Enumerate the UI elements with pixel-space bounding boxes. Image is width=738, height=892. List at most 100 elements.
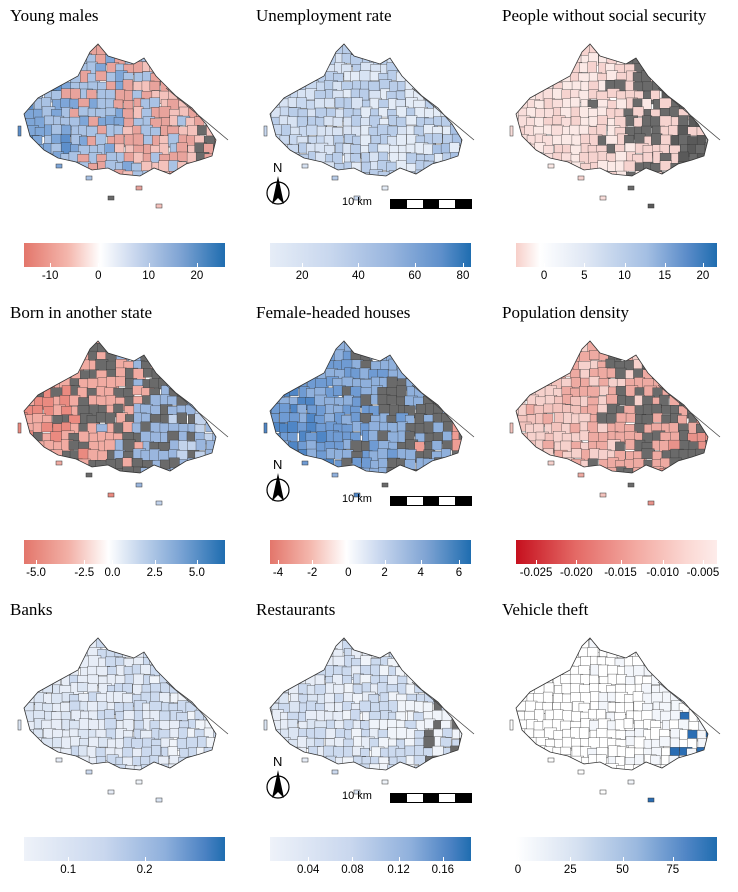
outlying-district — [509, 125, 514, 137]
map-districts — [24, 638, 216, 770]
outlying-district — [17, 422, 22, 434]
legend-tick-mark — [358, 263, 360, 267]
city-boundary — [269, 637, 463, 771]
outlying-district — [107, 195, 115, 201]
legend-tick-mark — [442, 857, 444, 861]
outlying-district — [17, 125, 22, 137]
outlying-district — [509, 422, 514, 434]
outlying-district — [647, 500, 655, 506]
map-districts — [516, 638, 708, 770]
outlying-district — [85, 472, 93, 478]
color-legend: -0.025 -0.020 -0.015 -0.010 -0.005 — [516, 540, 719, 579]
highway-line — [411, 681, 475, 735]
legend-tick-label: -0.025 — [519, 567, 553, 579]
legend-tick-label: 10 — [618, 270, 631, 282]
panel-title: Female-headed houses — [256, 303, 411, 322]
city-boundary — [23, 340, 217, 474]
map-districts — [270, 638, 462, 770]
legend-tick-mark — [84, 560, 86, 564]
color-scale-bar — [270, 243, 471, 267]
legend-tick-label: -2 — [307, 567, 318, 579]
outlying-district — [155, 203, 163, 209]
legend-tick-mark — [702, 263, 704, 267]
legend-tick-label: 25 — [563, 864, 577, 876]
legend-tick-mark — [570, 857, 572, 861]
legend-tick-label: 0.1 — [60, 864, 77, 876]
panel-title: Restaurants — [256, 600, 336, 619]
outlying-district — [599, 492, 607, 498]
outlying-district — [577, 472, 585, 478]
legend-tick-label: -2.5 — [74, 567, 95, 579]
legend-tick-label: -0.005 — [686, 567, 720, 579]
legend-tick-mark — [398, 857, 400, 861]
scale-bar: 10 km — [342, 493, 472, 507]
legend-tick-label: -0.010 — [646, 567, 680, 579]
color-legend: -10 0 10 20 — [24, 243, 225, 282]
legend-tick-label: 0.08 — [341, 864, 364, 876]
outlying-district — [627, 779, 635, 785]
legend-tick-mark — [702, 560, 704, 564]
north-label: N — [273, 457, 282, 472]
legend-tick-label: 6 — [455, 567, 463, 579]
panel-title: Banks — [10, 600, 53, 619]
choropleth-map — [17, 43, 229, 209]
highway-line — [165, 384, 229, 438]
color-legend: 0.04 0.08 0.12 0.16 — [270, 837, 471, 876]
scale-label: 10 km — [342, 493, 372, 505]
legend-tick-mark — [664, 263, 666, 267]
panel-title: Unemployment rate — [256, 6, 392, 25]
legend-tick-mark — [348, 560, 350, 564]
legend-tick-mark — [458, 560, 460, 564]
legend-tick-mark — [112, 560, 114, 564]
legend-tick-mark — [420, 560, 422, 564]
city-boundary — [515, 340, 709, 474]
color-legend: 0.1 0.2 — [24, 837, 225, 876]
legend-tick-label: -0.020 — [559, 567, 593, 579]
legend-tick-label: 2.5 — [146, 567, 163, 579]
outlying-district — [135, 779, 143, 785]
outlying-district — [55, 460, 63, 466]
legend-tick-label: 0 — [345, 567, 352, 579]
choropleth-map — [263, 637, 475, 803]
legend-tick-label: 40 — [352, 270, 365, 282]
legend-tick-mark — [414, 263, 416, 267]
outlying-district — [301, 460, 309, 466]
map-districts — [24, 44, 216, 176]
legend-tick-mark — [672, 857, 674, 861]
map-panel-9: Vehicle theft 0 25 50 75 — [492, 594, 738, 891]
legend-tick-label: 10 — [142, 270, 156, 282]
color-legend: -5.0 -2.5 0.0 2.5 5.0 — [24, 540, 225, 579]
legend-tick-label: 80 — [456, 270, 470, 282]
color-legend: -4 -2 0 2 4 6 — [270, 540, 471, 579]
legend-tick-mark — [536, 560, 538, 564]
outlying-district — [107, 492, 115, 498]
map-panel-6: Population density -0.025 -0.020 -0.015 -0.… — [492, 297, 738, 594]
map-panel-8: Restaurants 0.04 0.08 0.12 0.16 N 10 km — [246, 594, 492, 891]
color-scale-bar — [24, 837, 225, 861]
choropleth-map — [263, 43, 475, 209]
outlying-district — [647, 797, 655, 803]
legend-tick-label: 0.0 — [104, 567, 121, 579]
outlying-district — [381, 185, 389, 191]
legend-tick-label: 75 — [666, 864, 680, 876]
outlying-district — [627, 482, 635, 488]
highway-line — [657, 87, 721, 141]
outlying-district — [599, 195, 607, 201]
legend-tick-mark — [148, 263, 150, 267]
outlying-district — [353, 789, 361, 795]
color-legend: 20 40 60 80 — [270, 243, 471, 282]
outlying-district — [331, 175, 339, 181]
panel-title: Population density — [502, 303, 630, 322]
legend-tick-label: 5 — [581, 270, 588, 282]
color-scale-bar — [516, 243, 717, 267]
choropleth-map — [509, 43, 721, 209]
map-districts — [516, 341, 708, 473]
outlying-district — [85, 769, 93, 775]
legend-tick-mark — [308, 857, 310, 861]
map-panel-5: Female-headed houses -4 -2 0 2 4 6 N 10 km — [246, 297, 492, 594]
panel-title: Vehicle theft — [502, 600, 589, 619]
outlying-district — [381, 482, 389, 488]
legend-tick-label: 4 — [417, 567, 424, 579]
highway-line — [657, 681, 721, 735]
legend-tick-mark — [384, 560, 386, 564]
